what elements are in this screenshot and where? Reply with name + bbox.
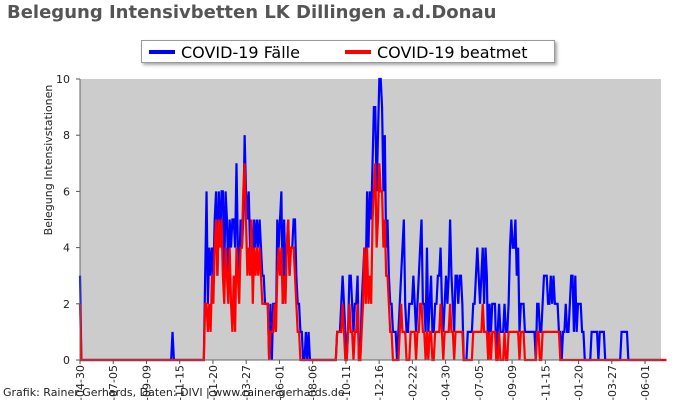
x-tick-label: -12-16 bbox=[373, 365, 386, 400]
y-tick-label: 4 bbox=[63, 242, 70, 255]
x-tick-label: -08-06 bbox=[307, 365, 320, 400]
x-tick-label: -01-20 bbox=[207, 365, 220, 400]
x-tick-label: -07-05 bbox=[473, 365, 486, 400]
x-tick-label: -02-22 bbox=[406, 365, 419, 400]
x-tick-label: -04-30 bbox=[440, 365, 453, 400]
x-tick-label: -11-15 bbox=[539, 365, 552, 400]
y-tick-label: 10 bbox=[56, 73, 70, 86]
legend-label-beatmet: COVID-19 beatmet bbox=[377, 43, 528, 62]
x-tick-label: -01-20 bbox=[573, 365, 586, 400]
x-tick-label: -09-09 bbox=[506, 365, 519, 400]
chart-title: Belegung Intensivbetten LK Dillingen a.d… bbox=[7, 2, 497, 23]
y-tick-label: 6 bbox=[63, 185, 70, 198]
x-tick-label: -11-15 bbox=[174, 365, 187, 400]
legend: COVID-19 Fälle COVID-19 beatmet bbox=[141, 40, 555, 63]
y-tick-label: 8 bbox=[63, 129, 70, 142]
x-tick-label: -04-30 bbox=[74, 365, 87, 400]
y-tick-label: 0 bbox=[63, 354, 70, 367]
x-tick-label: -07-05 bbox=[107, 365, 120, 400]
legend-swatch-beatmet bbox=[345, 50, 371, 54]
x-tick-label: -06-01 bbox=[273, 365, 286, 400]
legend-swatch-faelle bbox=[149, 50, 175, 54]
x-tick-label: -09-09 bbox=[140, 365, 153, 400]
x-tick-label: -06-01 bbox=[639, 365, 652, 400]
legend-label-faelle: COVID-19 Fälle bbox=[181, 43, 300, 62]
x-tick-label: -10-11 bbox=[340, 365, 353, 400]
y-tick-label: 2 bbox=[63, 298, 70, 311]
x-tick-label: -03-27 bbox=[606, 365, 619, 400]
data-credit: Grafik: Rainer Gerhards, Daten: DIVI | w… bbox=[3, 386, 345, 399]
y-axis-label: Belegung Intensivstationen bbox=[42, 85, 55, 236]
x-tick-label: -03-27 bbox=[240, 365, 253, 400]
